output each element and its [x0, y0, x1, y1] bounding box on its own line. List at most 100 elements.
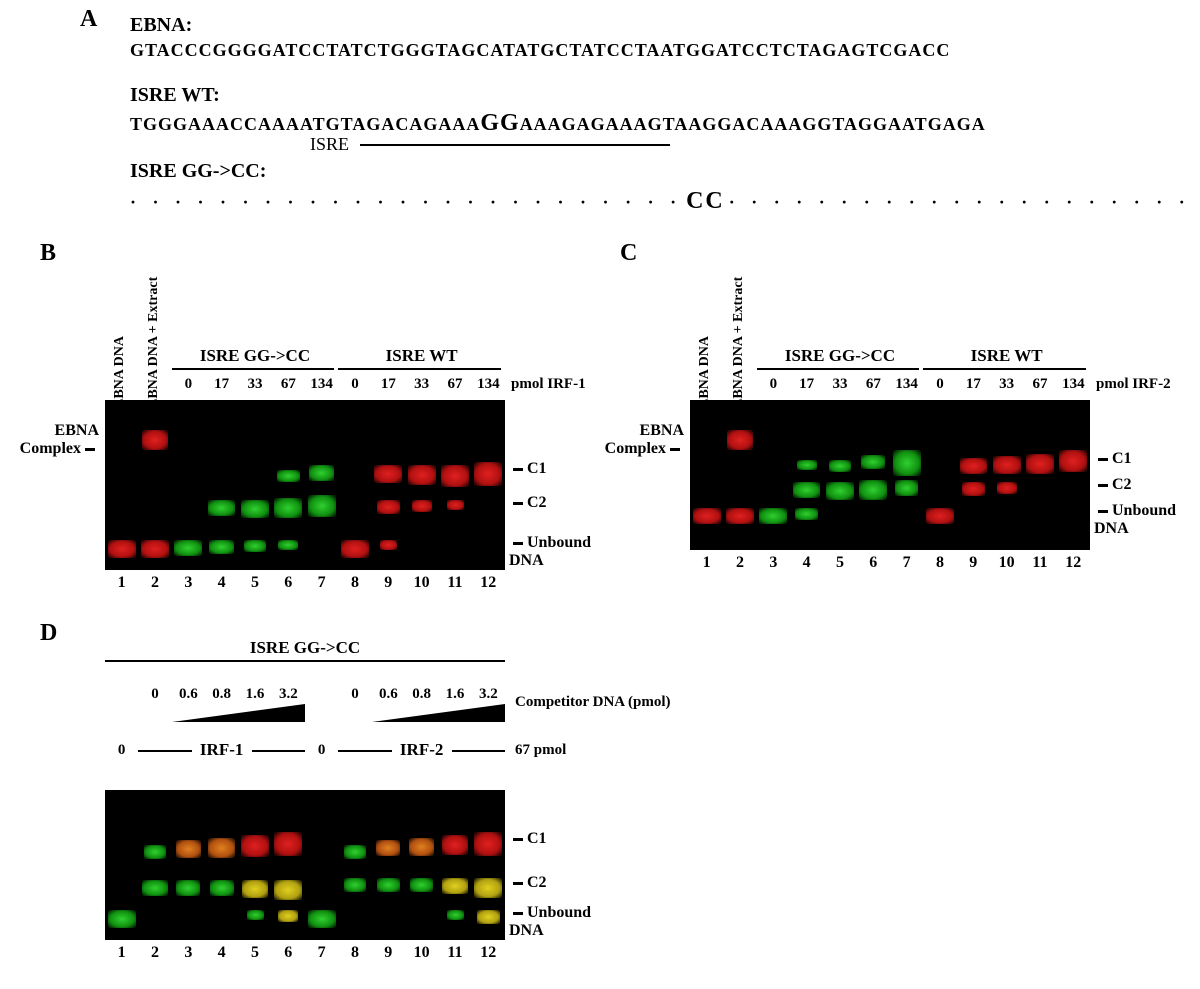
protein-zero: 0	[305, 742, 338, 759]
isre-ggcc-seq: · · · · · · · · · · · · · · · · · · · · …	[130, 188, 1200, 215]
gel-band	[376, 840, 400, 856]
gel-band	[1026, 454, 1054, 474]
right-side-label: C1	[509, 830, 547, 848]
competitor-label: Competitor DNA (pmol)	[515, 694, 671, 711]
gel-band	[859, 480, 887, 500]
lane-number: 11	[1023, 554, 1056, 572]
gel-band	[176, 880, 200, 896]
gel-band	[377, 878, 400, 892]
gel-band	[993, 456, 1021, 474]
lane-number: 1	[105, 944, 138, 962]
gel-band	[274, 880, 302, 900]
gel-band	[274, 498, 302, 518]
panel-c-label: C	[620, 240, 637, 267]
gel-band	[174, 540, 202, 556]
isre-wt-label: ISRE WT:	[130, 84, 220, 107]
right-side-label: UnboundDNA	[509, 904, 591, 940]
gel-band	[861, 455, 885, 469]
gel-band	[142, 880, 168, 896]
lane-number: 3	[172, 944, 205, 962]
gel-band	[108, 910, 136, 928]
panel-b-gel	[105, 400, 505, 570]
wedge-icon	[372, 704, 505, 722]
group-label: ISRE WT	[338, 346, 505, 366]
gel-band	[926, 508, 954, 524]
ebna-label: EBNA:	[130, 14, 192, 37]
gel-band	[793, 482, 820, 498]
gel-band	[241, 500, 269, 518]
lane-number: 12	[472, 574, 505, 592]
dose-number: 0	[757, 376, 790, 393]
lane-number: 9	[372, 574, 405, 592]
lane-number: 2	[723, 554, 756, 572]
gel-band	[210, 880, 234, 896]
competitor-number: 0.8	[405, 686, 438, 703]
gel-band	[960, 458, 987, 474]
gel-band	[693, 508, 721, 524]
right-side-label: C2	[509, 874, 547, 892]
isre-ggcc-pre: · · · · · · · · · · · · · · · · · · · · …	[130, 192, 682, 212]
dose-number: 67	[857, 376, 890, 393]
vert-lane-label: EBNA DNA	[112, 336, 128, 408]
lane-number: 2	[138, 574, 171, 592]
gel-band	[1059, 450, 1087, 472]
protein-group-label: IRF-1	[192, 740, 252, 760]
lane-number: 10	[990, 554, 1023, 572]
gel-band	[374, 465, 402, 483]
competitor-number: 1.6	[238, 686, 271, 703]
lane-number: 1	[105, 574, 138, 592]
lane-number: 11	[438, 944, 471, 962]
panel-a-label: A	[80, 6, 97, 33]
group-label: ISRE GG->CC	[172, 346, 339, 366]
competitor-number: 3.2	[272, 686, 305, 703]
gel-band	[308, 910, 336, 928]
lane-number: 5	[238, 574, 271, 592]
gel-band	[344, 845, 367, 859]
gel-band	[442, 878, 468, 894]
lane-number: 8	[338, 574, 371, 592]
gel-band	[244, 540, 267, 552]
dose-number: 134	[1057, 376, 1090, 393]
gel-band	[308, 495, 336, 517]
right-side-label: C1	[1094, 450, 1132, 468]
gel-band	[447, 500, 464, 510]
panel-b-label: B	[40, 240, 56, 267]
lane-number: 11	[438, 574, 471, 592]
isre-seq-post: AAAGAGAAAGTAAGGACAAAGGTAGGAATGAGA	[520, 114, 986, 134]
gel-band	[209, 540, 235, 554]
lane-number: 6	[272, 944, 305, 962]
gel-band	[278, 910, 298, 922]
lane-number: 6	[272, 574, 305, 592]
lane-number: 8	[923, 554, 956, 572]
lane-number: 4	[790, 554, 823, 572]
protein-zero: 0	[105, 742, 138, 759]
gel-band	[895, 480, 918, 496]
dose-number: 17	[205, 376, 238, 393]
dose-number: 33	[238, 376, 271, 393]
isre-underline	[360, 144, 670, 146]
gel-band	[247, 910, 264, 920]
right-side-label: C2	[1094, 476, 1132, 494]
gel-band	[141, 540, 169, 558]
dose-number: 134	[890, 376, 923, 393]
right-side-label: UnboundDNA	[509, 534, 591, 570]
competitor-number: 0	[338, 686, 371, 703]
dose-number: 67	[1023, 376, 1056, 393]
group-line	[757, 368, 920, 370]
lane-number: 12	[472, 944, 505, 962]
pmol-label: pmol IRF-2	[1096, 376, 1171, 393]
gel-band	[474, 462, 502, 486]
lane-number: 2	[138, 944, 171, 962]
gel-band	[409, 838, 435, 856]
gel-band	[241, 835, 269, 857]
protein-group-label: IRF-2	[392, 740, 452, 760]
gel-band	[447, 910, 464, 920]
lane-number: 12	[1057, 554, 1090, 572]
competitor-number: 0	[138, 686, 171, 703]
gel-band	[795, 508, 818, 520]
gel-band	[108, 540, 136, 558]
dose-number: 0	[923, 376, 956, 393]
gel-band	[242, 880, 268, 898]
lane-number: 3	[172, 574, 205, 592]
gel-band	[309, 465, 335, 481]
